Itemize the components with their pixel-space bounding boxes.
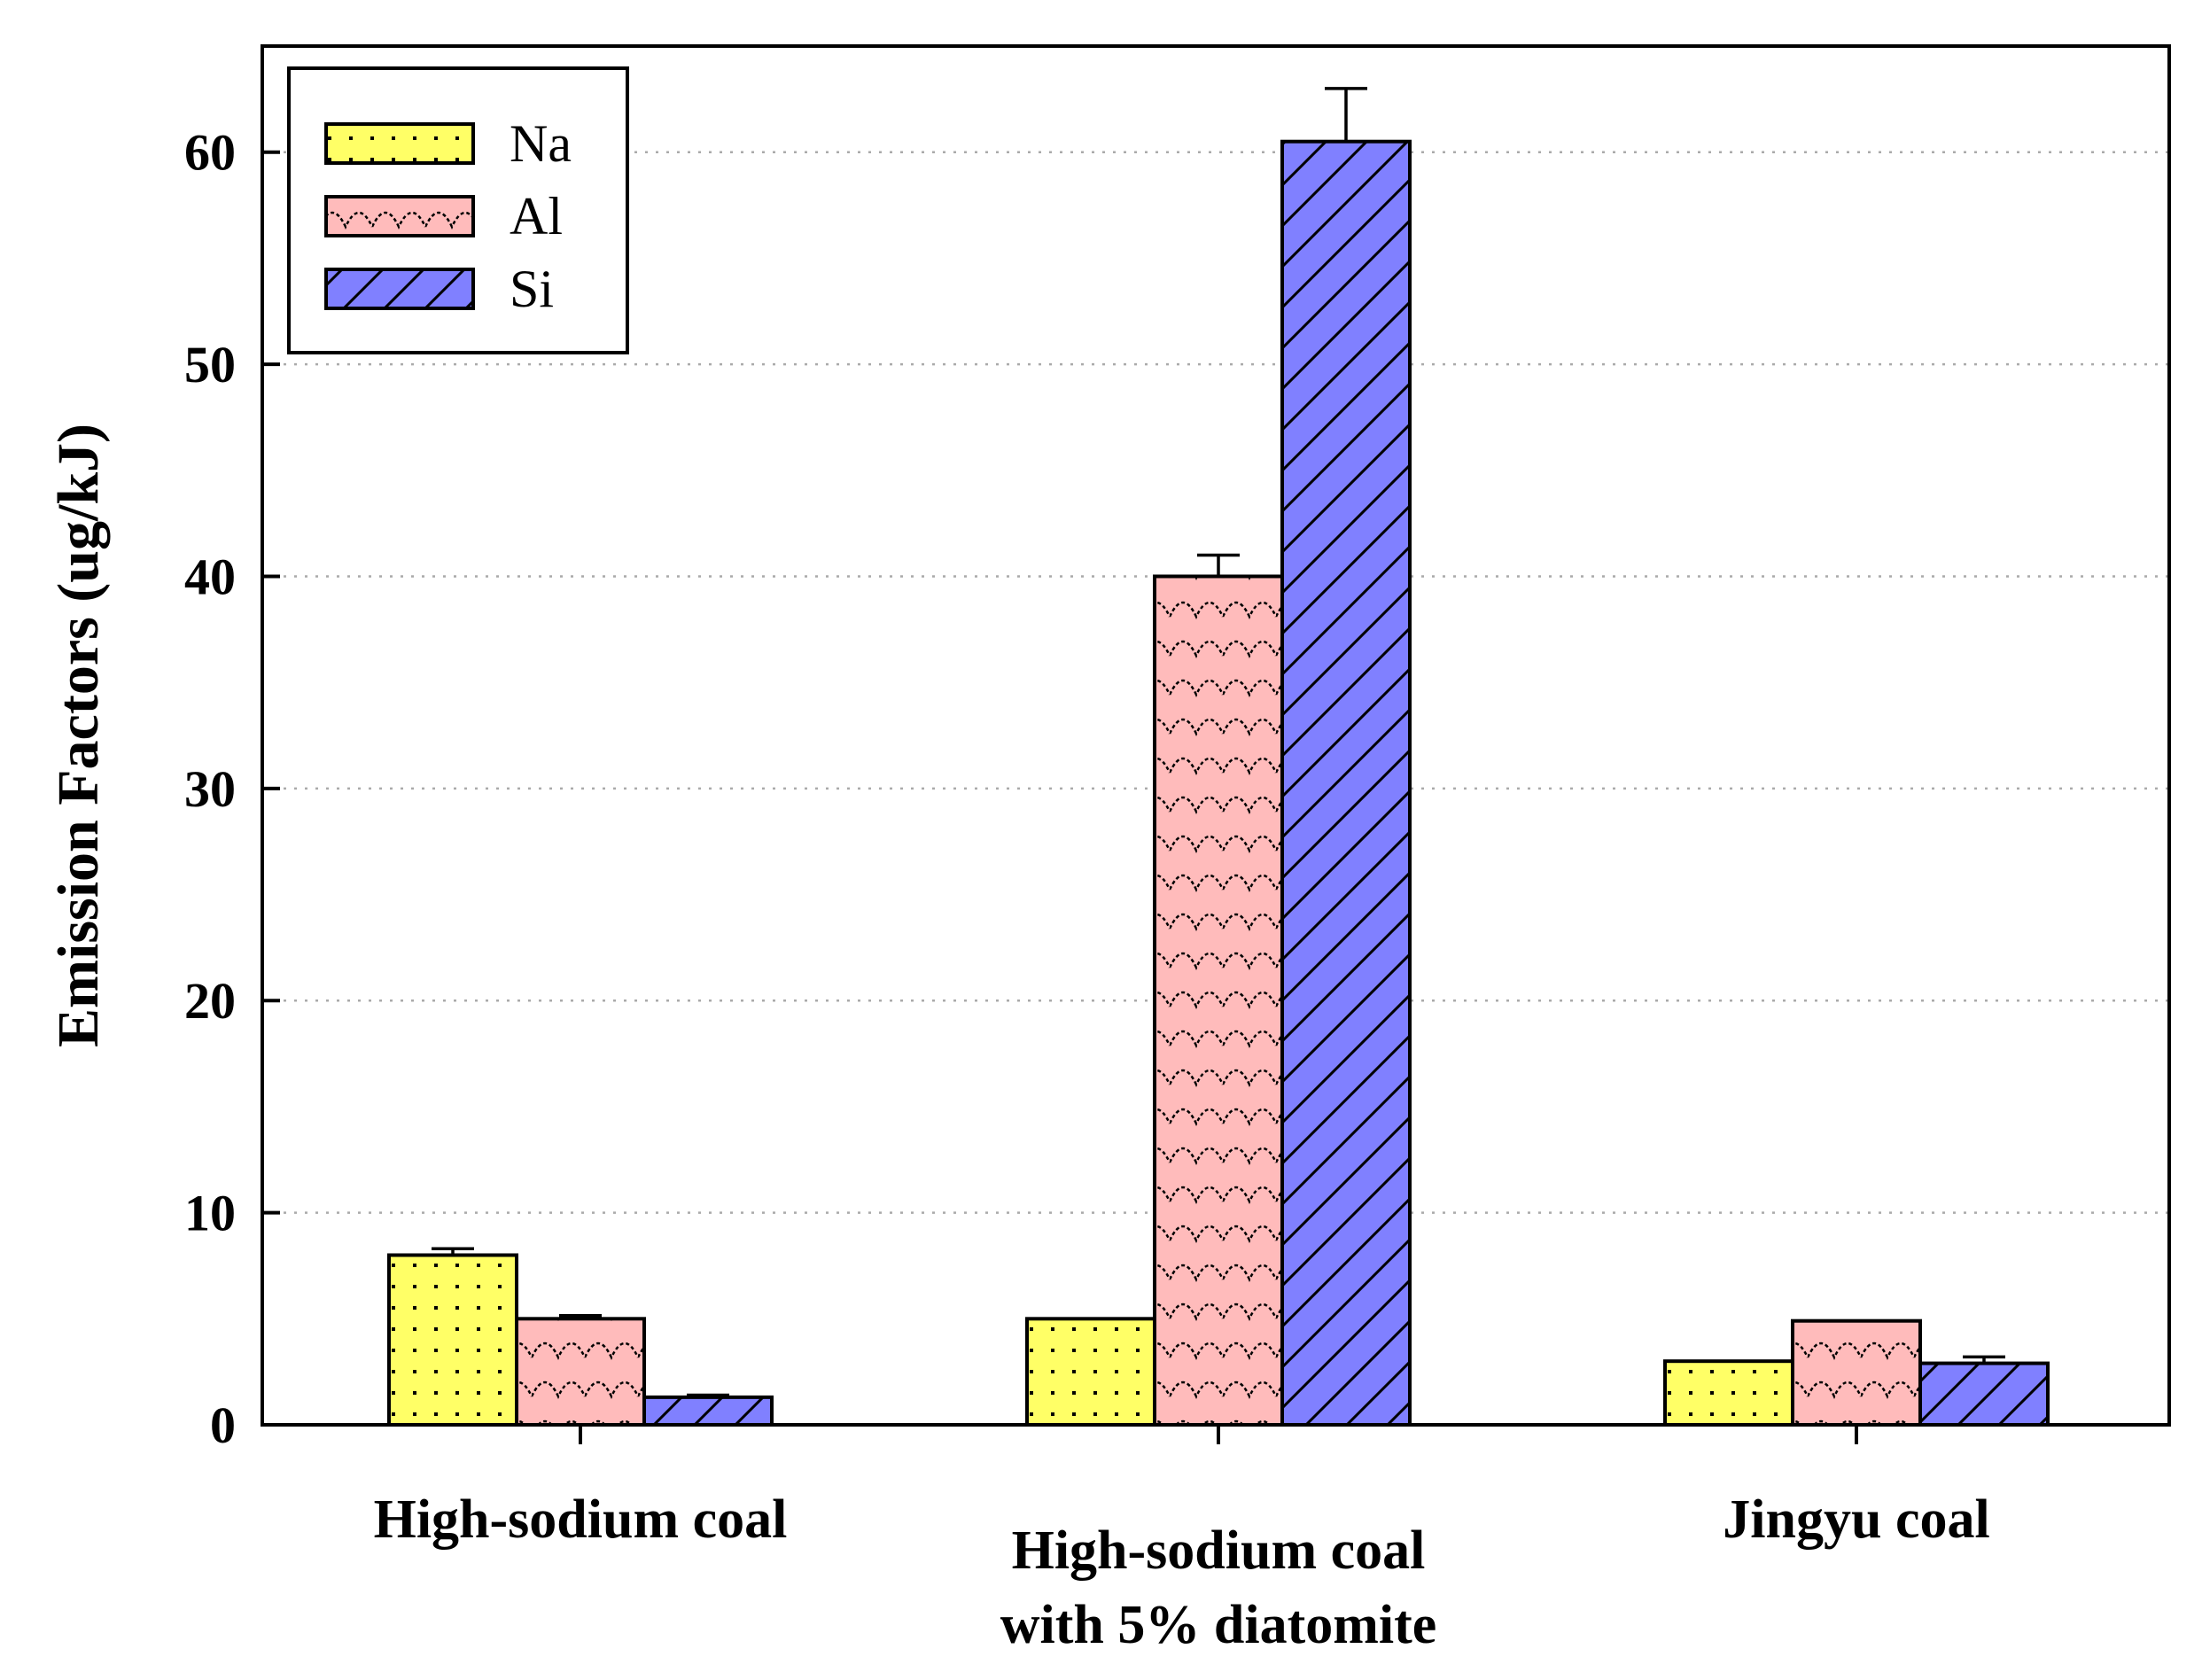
bar-na xyxy=(1663,1359,1794,1427)
legend-label-na: Na xyxy=(510,114,572,173)
bar-na xyxy=(387,1253,518,1427)
legend-label-si: Si xyxy=(510,260,554,318)
bar-al xyxy=(515,1317,646,1427)
x-category-label: Jingyu coal xyxy=(1723,1489,1989,1550)
legend-swatch-na xyxy=(324,122,475,165)
legend-label-al: Al xyxy=(510,187,563,245)
bar-al xyxy=(1791,1318,1922,1427)
legend: Na Al Si xyxy=(287,66,629,354)
x-axis: High-sodium coal High-sodium coal with 5% … xyxy=(374,1425,1990,1655)
x-category-label: High-sodium coal xyxy=(1012,1521,1426,1581)
y-tick-label: 30 xyxy=(184,760,236,818)
plot-frame xyxy=(261,44,2171,1427)
bar-si xyxy=(1918,1361,2050,1427)
y-axis-title: Emission Factors (ug/kJ) xyxy=(46,424,111,1047)
bar-na xyxy=(1025,1317,1156,1427)
y-tick-label: 60 xyxy=(184,124,236,182)
y-tick-label: 10 xyxy=(184,1185,236,1242)
bar-si xyxy=(642,1395,774,1427)
y-tick-label: 20 xyxy=(184,972,236,1030)
bar-si xyxy=(1280,139,1412,1427)
legend-swatch-si xyxy=(324,268,475,310)
x-category-label: with 5% diatomite xyxy=(1000,1595,1437,1655)
x-category-label: High-sodium coal xyxy=(374,1489,788,1550)
error-bars xyxy=(432,87,2005,1397)
bar-al xyxy=(1153,574,1284,1427)
y-tick-label: 50 xyxy=(184,336,236,393)
y-tick-label: 0 xyxy=(210,1396,236,1454)
legend-swatch-al xyxy=(324,195,475,237)
bars xyxy=(387,139,2050,1427)
y-tick-label: 40 xyxy=(184,548,236,605)
y-axis: 0 10 20 30 40 50 60 xyxy=(184,124,280,1454)
